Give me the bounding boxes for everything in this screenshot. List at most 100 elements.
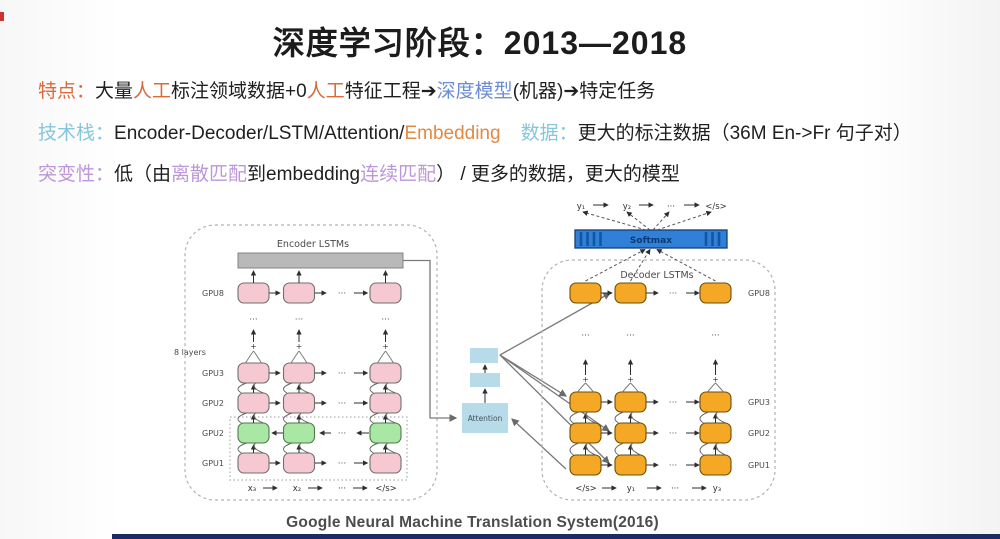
connector-curve [385,382,396,394]
output-token-label: y₁ [577,202,585,212]
connector-curve [299,382,310,394]
connector-curve [369,412,379,424]
connector-curve [299,442,310,454]
residual-plus-node: + [296,342,302,351]
encoder-container [184,224,438,501]
ellipsis: ··· [669,289,678,299]
connector-curve [715,382,724,393]
ellipsis: ··· [249,315,258,325]
text-segment: 特点： [38,81,96,102]
encoder-attention-feed [403,259,458,422]
encoder-bidir-cell [282,422,316,444]
text-segment: 更大的标注数据（36M En->Fr 句子对） [577,123,912,144]
encoder-bidir-cell [237,422,270,444]
gpu-label: GPU3 [202,369,224,378]
decoder-lstm-cell [614,391,647,413]
encoder-lstm-cell [282,282,316,304]
softmax-label: Softmax [630,236,672,246]
connector-curve [577,382,586,393]
connector-curve [630,411,641,424]
decoder-lstm-cell [569,391,602,413]
connector-curve [585,442,596,456]
decoder-title: Decoder LSTMs [620,270,693,281]
connector-curve [569,411,579,424]
bidirectional-layer-frame [229,416,408,481]
input-token-label: x₃ [248,484,256,494]
ellipsis: ··· [295,315,304,325]
connector-curve [622,382,631,393]
ellipsis: ··· [669,398,678,408]
softmax-output-line [652,211,670,231]
decoder-lstm-cell [699,422,732,444]
bottom-progress-bar [112,534,1000,539]
ellipsis: ··· [338,429,347,439]
decoder-container [541,259,776,501]
text-segment: 深度模型 [436,81,513,102]
text-segment: 突变性： [38,164,115,185]
input-token-label: y₁ [627,484,635,494]
feature-line: 特点：大量人工标注领域数据+0人工特征工程➔深度模型(机器)➔特定任务 [38,79,655,105]
encoder-lstm-cell [282,392,316,414]
connector-curve [715,442,726,456]
text-segment: ） / 更多的数据，更大的模型 [436,164,680,185]
corner-mark [0,12,4,21]
decoder-softmax-line [656,249,716,282]
gpu-label: GPU2 [202,429,224,438]
encoder-output-bar [237,252,404,269]
ellipsis: ··· [338,289,347,299]
connector-curve [282,382,293,394]
residual-plus-node: + [712,375,718,384]
decoder-lstm-cell [614,282,647,304]
text-segment: 人工 [306,81,345,102]
text-segment: ➔ [420,81,437,102]
connector-curve [585,382,594,393]
connector-curve [253,442,264,454]
attention-mid-box [470,373,500,387]
decoder-lstm-cell [569,454,602,476]
decoder-lstm-cell [569,422,602,444]
encoder-bidir-cell [369,422,402,444]
output-token-label: y₂ [623,202,631,212]
encoder-title: Encoder LSTMs [277,239,349,250]
connector-curve [630,382,639,393]
decoder-lstm-cell [569,282,602,304]
connector-curve [715,411,726,424]
diagram-caption: Google Neural Machine Translation System… [286,514,659,531]
connector-curve [298,350,308,364]
input-token-label: </s> [375,484,397,494]
input-token-label: </s> [575,484,597,494]
ellipsis: ··· [669,461,678,471]
connector-curve [699,442,709,456]
ellipsis: ··· [711,331,720,341]
connector-curve [369,442,379,454]
text-segment: 技术栈： [38,123,115,144]
decoder-softmax-line [585,249,646,282]
gpu-label: GPU2 [202,399,224,408]
context-vector-line [499,354,610,432]
encoder-lstm-cell [237,362,270,384]
encoder-lstm-cell [237,392,270,414]
ellipsis: ··· [581,331,590,341]
connector-curve [385,412,396,424]
gpu-label: GPU2 [748,429,770,438]
connector-curve [237,442,247,454]
gpu-label: GPU3 [748,398,770,407]
connector-curve [253,382,264,394]
text-segment: 离散匹配 [171,164,248,185]
decoder-lstm-cell [614,454,647,476]
attention-label: Attention [468,414,503,423]
gpu-label: GPU1 [748,461,770,470]
connector-curve [707,382,716,393]
connector-curve [385,442,396,454]
context-vector-box [470,348,498,363]
ellipsis: ··· [669,429,678,439]
decoder-lstm-cell [699,391,732,413]
encoder-lstm-cell [282,362,316,384]
text-segment: Embedding [404,123,501,144]
connector-curve [282,412,293,424]
connector-curve [253,350,262,364]
softmax-output-line [582,210,647,231]
input-token-label: x₂ [293,484,301,494]
output-token-label: </s> [705,202,727,212]
